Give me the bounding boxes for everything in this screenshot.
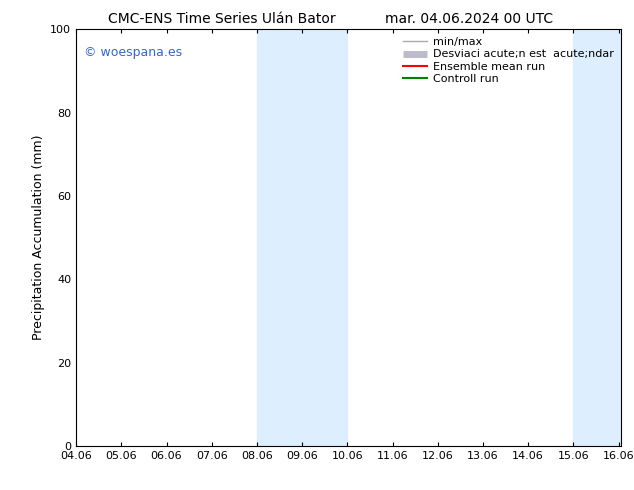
Y-axis label: Precipitation Accumulation (mm): Precipitation Accumulation (mm) (32, 135, 44, 341)
Text: © woespana.es: © woespana.es (84, 46, 183, 59)
Bar (257, 29, 347, 446)
Bar (573, 29, 621, 446)
Legend: min/max, Desviaci acute;n est  acute;ndar, Ensemble mean run, Controll run: min/max, Desviaci acute;n est acute;ndar… (401, 35, 616, 86)
Text: CMC-ENS Time Series Ulán Bator: CMC-ENS Time Series Ulán Bator (108, 12, 336, 26)
Text: mar. 04.06.2024 00 UTC: mar. 04.06.2024 00 UTC (385, 12, 553, 26)
